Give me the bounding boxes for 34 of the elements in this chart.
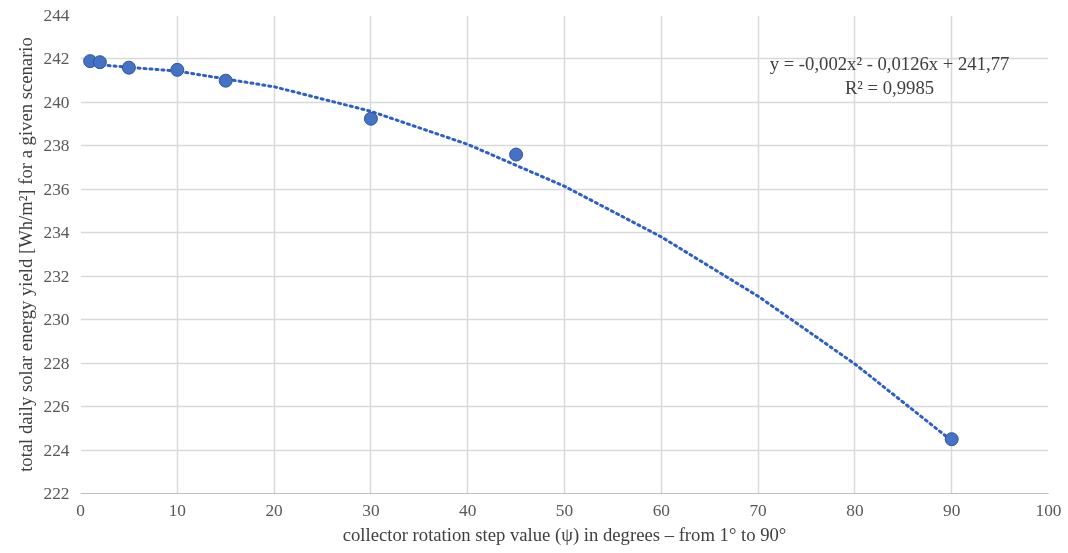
y-tick-label: 224 (43, 440, 70, 460)
y-axis-title: total daily solar energy yield [Wh/m²] for a given scenario (14, 37, 36, 472)
point (92, 55, 107, 70)
y-tick-label: 238 (43, 136, 70, 156)
point (170, 62, 185, 77)
y-tick-label: 234 (43, 223, 70, 243)
y-tick-label: 240 (43, 92, 70, 112)
y-tick-label: 236 (43, 179, 70, 199)
annotation: R² = 0,9985 (844, 76, 935, 98)
x-tick-label: 10 (168, 500, 186, 520)
point (218, 73, 233, 88)
y-tick-label: 222 (43, 484, 70, 503)
x-tick-label: 50 (555, 500, 574, 520)
x-tick-label: 100 (1035, 500, 1062, 520)
x-tick-label: 0 (76, 500, 85, 520)
point (363, 111, 378, 126)
point (509, 147, 524, 162)
x-tick-label: 40 (459, 500, 477, 520)
x-axis-title: collector rotation step value (ψ) in degrees – from 1° to 90° (342, 523, 787, 546)
annotation: y = -0,002x² - 0,0126x + 241,77 (769, 52, 1010, 74)
point (121, 60, 136, 75)
y-tick-label: 244 (43, 6, 70, 25)
y-tick-label: 242 (43, 49, 70, 69)
y-tick-label: 228 (43, 353, 70, 373)
x-tick-label: 70 (749, 500, 767, 520)
x-tick-label: 20 (265, 500, 283, 520)
x-tick-label: 80 (846, 500, 864, 520)
y-tick-label: 226 (43, 397, 70, 417)
y-tick-label: 230 (43, 310, 70, 330)
x-tick-label: 60 (652, 500, 670, 520)
x-tick-label: 90 (943, 500, 961, 520)
x-tick-label: 30 (362, 500, 380, 520)
y-tick-label: 232 (43, 266, 70, 286)
point (944, 432, 959, 447)
